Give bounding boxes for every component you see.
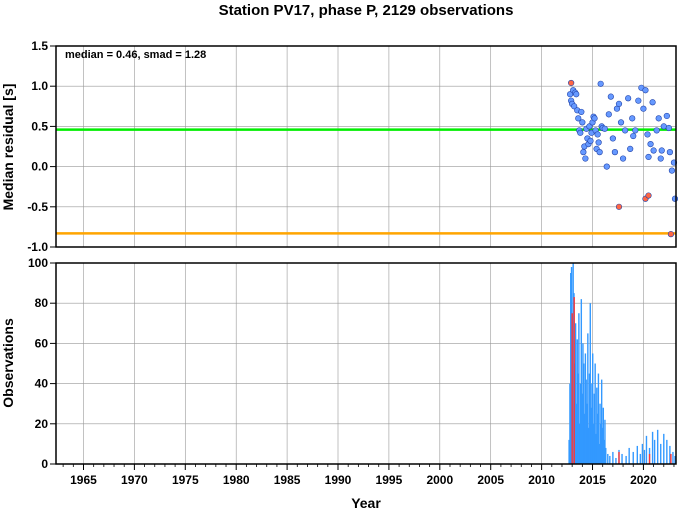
residual-y-tick-label: -1.0	[27, 240, 48, 254]
observations-y-ticks: 100 80 60 40 20 0	[28, 256, 56, 471]
residual-point	[597, 80, 604, 87]
residual-panel: 1.5 1.0 0.5 0.0 -0.5 -1.0 median = 0.46, smad…	[0, 39, 678, 254]
residual-point	[595, 139, 602, 146]
x-tick-label: 1985	[274, 473, 301, 487]
observations-y-tick-label: 100	[28, 256, 48, 270]
residual-point	[660, 123, 667, 130]
residual-point	[663, 112, 670, 120]
observations-y-tick-label: 0	[41, 457, 48, 471]
residual-point	[615, 100, 623, 107]
x-tick-label: 2000	[426, 473, 453, 487]
observations-y-tick-label: 60	[35, 336, 49, 350]
residual-y-tick-label: 0.5	[31, 119, 48, 133]
observations-y-axis-label: Observations	[0, 318, 16, 408]
residual-point	[635, 97, 642, 104]
residual-point	[591, 115, 598, 122]
x-tick-label: 2010	[528, 473, 555, 487]
residual-point	[642, 87, 649, 94]
residual-point	[671, 195, 678, 202]
residual-point	[577, 129, 584, 136]
residual-point	[579, 119, 586, 126]
residual-point	[658, 147, 665, 154]
residual-point	[594, 131, 601, 138]
residual-point	[645, 153, 652, 161]
residual-points	[567, 79, 678, 238]
residual-point	[650, 147, 657, 154]
residual-y-tick-label: 1.5	[31, 39, 48, 53]
chart-title: Station PV17, phase P, 2129 observations	[219, 2, 514, 19]
residual-point	[582, 155, 589, 162]
residual-y-tick-label: 0.0	[31, 160, 48, 174]
residual-y-tick-label: -0.5	[27, 200, 48, 214]
x-tick-label: 2015	[579, 473, 606, 487]
residual-point	[621, 127, 629, 134]
residual-point	[647, 140, 654, 148]
year-x-ticks: 1965 1970 1975 1980 1985 1990 1995 2000 2005 2010…	[62, 464, 675, 487]
x-tick-label: 1970	[121, 473, 148, 487]
residual-point	[605, 111, 612, 118]
residual-point	[603, 163, 610, 170]
x-tick-label: 1975	[172, 473, 199, 487]
observations-y-tick-label: 20	[35, 417, 49, 431]
residual-point	[630, 132, 637, 140]
residual-point	[644, 131, 651, 138]
year-x-axis-label: Year	[351, 495, 381, 511]
observations-y-tick-label: 40	[35, 377, 49, 391]
residual-outlier-point	[568, 79, 575, 87]
residual-plot-frame	[55, 45, 677, 248]
residual-point	[580, 149, 587, 156]
residual-point	[607, 93, 614, 100]
residual-point	[649, 99, 656, 106]
observations-bars	[568, 263, 676, 464]
residual-point	[609, 135, 616, 142]
residual-point	[601, 125, 608, 132]
observations-y-tick-label: 80	[35, 296, 49, 310]
residual-point	[619, 155, 627, 162]
residual-point	[640, 105, 647, 112]
residual-point	[655, 115, 662, 122]
x-tick-label: 2020	[630, 473, 657, 487]
residual-annotation: median = 0.46, smad = 1.28	[65, 49, 206, 61]
residual-point	[575, 115, 582, 122]
x-tick-label: 1965	[70, 473, 97, 487]
residual-point	[627, 145, 634, 153]
residual-y-axis-label: Median residual [s]	[0, 84, 16, 211]
residual-point	[668, 167, 676, 174]
residual-point	[596, 149, 603, 156]
residual-y-ticks: 1.5 1.0 0.5 0.0 -0.5 -1.0	[27, 39, 56, 254]
residual-point	[653, 127, 660, 134]
observations-plot-frame	[55, 262, 677, 465]
residual-point	[578, 108, 585, 116]
residual-point	[625, 95, 632, 102]
residual-reference-lines	[56, 128, 676, 235]
residual-point	[657, 155, 664, 162]
residual-point	[632, 127, 639, 134]
residual-plot-area	[56, 46, 676, 247]
residual-point	[665, 124, 672, 132]
residual-point	[611, 149, 619, 156]
residual-point	[617, 119, 625, 126]
x-tick-label: 2005	[477, 473, 504, 487]
residual-point	[573, 91, 580, 98]
residual-point	[666, 149, 673, 156]
x-tick-label: 1990	[325, 473, 352, 487]
residual-y-tick-label: 1.0	[31, 79, 48, 93]
residual-point	[629, 115, 636, 122]
x-tick-label: 1995	[376, 473, 403, 487]
residual-outlier-point	[615, 203, 623, 210]
x-tick-label: 1980	[223, 473, 250, 487]
residual-outlier-point	[667, 231, 675, 238]
residual-outlier-point	[645, 192, 652, 199]
observations-panel: 100 80 60 40 20 0 1965 1970 1975 1980 1985 1990 199…	[0, 256, 677, 511]
residual-point	[587, 137, 594, 144]
